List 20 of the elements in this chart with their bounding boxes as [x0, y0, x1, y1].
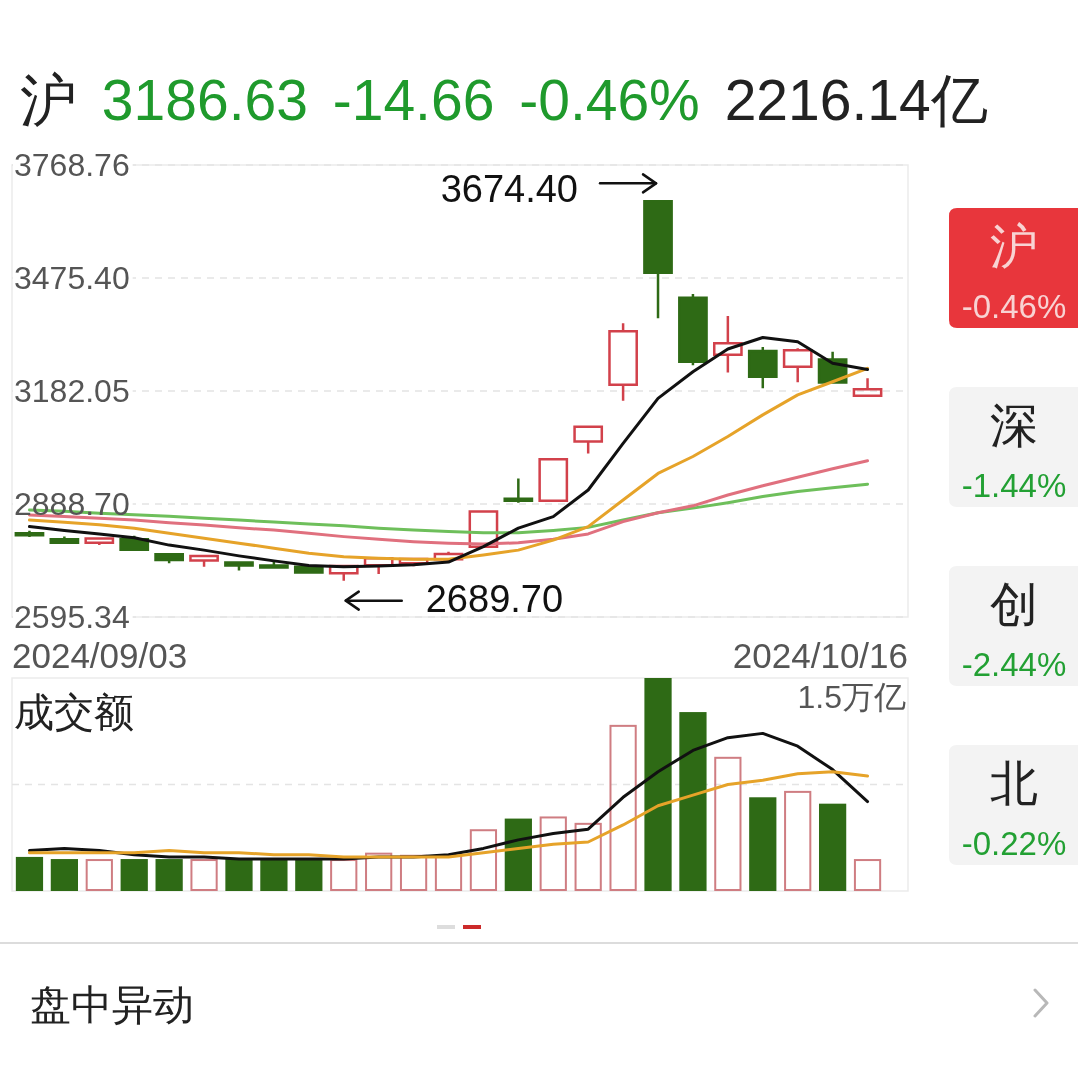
- label: 北: [990, 756, 1038, 810]
- tick-label: 3182.05: [14, 373, 130, 409]
- label: 沪: [990, 219, 1038, 273]
- label: 深: [990, 398, 1038, 452]
- label: -0.46%: [961, 287, 1067, 325]
- annotation: 2689.70: [425, 577, 564, 620]
- annotation: 2024/10/16: [732, 635, 908, 675]
- title: 盘中异动: [30, 982, 194, 1028]
- label: -1.44%: [961, 466, 1067, 504]
- label: -0.22%: [961, 824, 1067, 862]
- annotation: 1.5万亿: [797, 679, 906, 715]
- tick-label: 2595.34: [14, 599, 130, 635]
- tick-label: 3768.76: [14, 147, 130, 183]
- label: 创: [990, 577, 1038, 631]
- title: 沪 3186.63 -14.66 -0.46% 2216.14亿: [20, 68, 988, 132]
- annotation: 2024/09/03: [12, 635, 188, 675]
- annotation: 3674.40: [440, 168, 578, 211]
- tick-label: 3475.40: [14, 260, 130, 296]
- label: -2.44%: [961, 645, 1067, 683]
- title: 成交额: [14, 690, 134, 734]
